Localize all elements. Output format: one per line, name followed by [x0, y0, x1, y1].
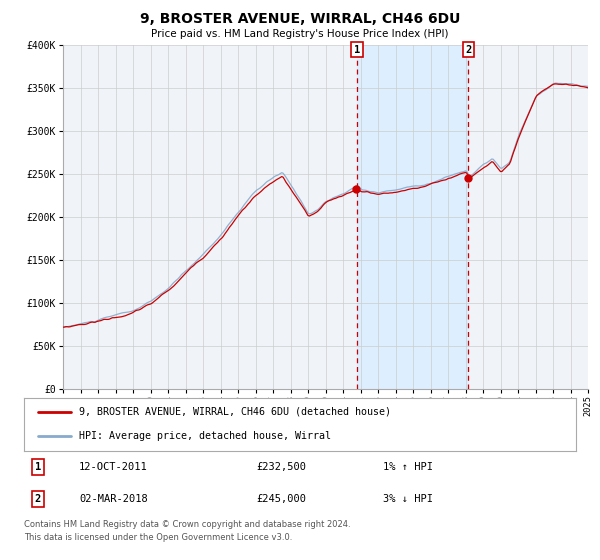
Text: 1% ↑ HPI: 1% ↑ HPI: [383, 462, 433, 472]
Text: 1: 1: [353, 45, 360, 55]
Text: HPI: Average price, detached house, Wirral: HPI: Average price, detached house, Wirr…: [79, 431, 331, 441]
Text: 12-OCT-2011: 12-OCT-2011: [79, 462, 148, 472]
Text: £232,500: £232,500: [256, 462, 306, 472]
Text: £245,000: £245,000: [256, 494, 306, 504]
Text: Price paid vs. HM Land Registry's House Price Index (HPI): Price paid vs. HM Land Registry's House …: [151, 29, 449, 39]
Text: 3% ↓ HPI: 3% ↓ HPI: [383, 494, 433, 504]
Text: 2: 2: [35, 494, 41, 504]
Text: Contains HM Land Registry data © Crown copyright and database right 2024.: Contains HM Land Registry data © Crown c…: [24, 520, 350, 529]
Text: 2: 2: [466, 45, 472, 55]
Bar: [357, 45, 469, 389]
Text: 9, BROSTER AVENUE, WIRRAL, CH46 6DU: 9, BROSTER AVENUE, WIRRAL, CH46 6DU: [140, 12, 460, 26]
Text: 9, BROSTER AVENUE, WIRRAL, CH46 6DU (detached house): 9, BROSTER AVENUE, WIRRAL, CH46 6DU (det…: [79, 407, 391, 417]
Text: 02-MAR-2018: 02-MAR-2018: [79, 494, 148, 504]
Text: This data is licensed under the Open Government Licence v3.0.: This data is licensed under the Open Gov…: [24, 533, 292, 542]
Text: 1: 1: [35, 462, 41, 472]
